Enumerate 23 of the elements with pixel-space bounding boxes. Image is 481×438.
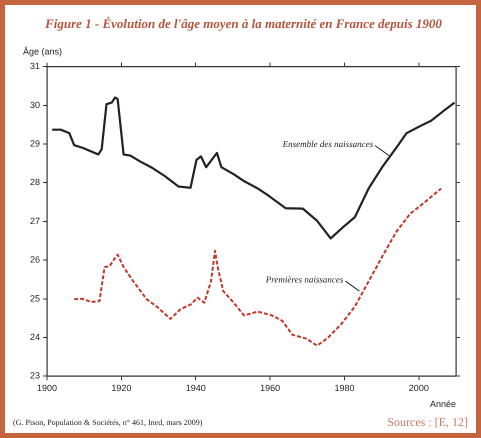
chart-title: Figure 1 - Évolution de l'âge moyen à la maternité en France depuis 1900 — [44, 16, 442, 32]
x-tick-label: 1940 — [186, 383, 206, 394]
y-tick-label: 24 — [30, 332, 40, 342]
y-tick-label: 31 — [30, 61, 40, 72]
x-tick-label: 1980 — [334, 383, 354, 394]
text: (G. Pison, Population & Sociétés, n° 461, Ined, mars 2009) — [13, 418, 203, 428]
y-tick-label: 29 — [30, 138, 40, 148]
y-tick-label: 30 — [30, 100, 40, 110]
x-tick-label: 1900 — [36, 383, 58, 394]
line-series — [73, 188, 442, 347]
y-tick-label: 27 — [30, 216, 40, 226]
y-axis-title: Âge (ans) — [23, 46, 62, 57]
y-tick-label: 28 — [30, 177, 40, 188]
x-tick-label: 1960 — [260, 383, 280, 394]
x-axis-title: Année — [430, 399, 456, 410]
source-note: Sources : [E, 12] — [387, 415, 468, 430]
annotation: Ensemble des naissances — [282, 138, 374, 149]
x-tick-label: 2000 — [408, 383, 429, 394]
y-tick-label: 25 — [30, 293, 40, 304]
y-tick-label: 26 — [30, 254, 40, 265]
y-tick-label: 23 — [30, 370, 40, 381]
annotation: Premières naissances — [264, 274, 344, 284]
x-tick-label: 1920 — [111, 383, 132, 394]
